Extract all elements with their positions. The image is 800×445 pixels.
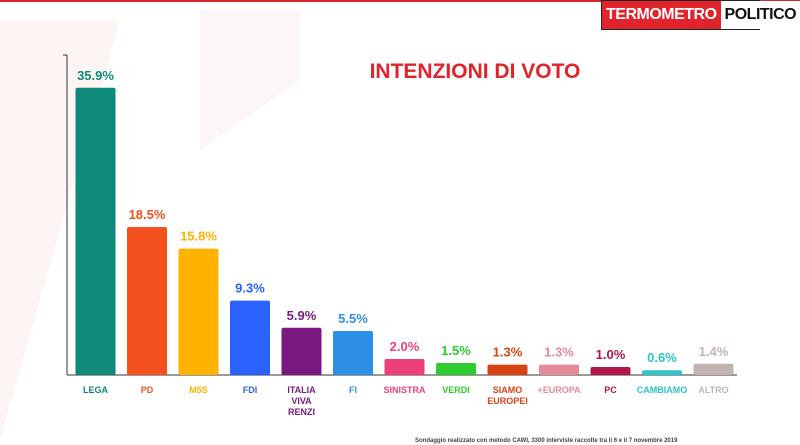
chart-title: INTENZIONI DI VOTO bbox=[369, 60, 581, 83]
category-label-m5s: M5S bbox=[189, 385, 208, 395]
bar-europa bbox=[539, 364, 579, 375]
category-label-pc: PC bbox=[604, 385, 617, 395]
value-label-sinistra: 2.0% bbox=[390, 339, 420, 354]
value-label-italia-viva-renzi: 5.9% bbox=[287, 308, 317, 323]
value-label-altro: 1.4% bbox=[699, 344, 729, 359]
survey-footnote: Sondaggio realizzato con metodo CAWI, 33… bbox=[415, 438, 678, 444]
category-label-sinistra: SINISTRA bbox=[383, 385, 426, 395]
bar-cambiamo bbox=[642, 370, 682, 375]
bar-fdi bbox=[230, 300, 270, 375]
bar-lega bbox=[75, 87, 116, 376]
bar-siamo-europei bbox=[487, 364, 528, 375]
bar-m5s bbox=[178, 248, 219, 375]
brand-logo: TERMOMETRO POLITICO bbox=[601, 0, 800, 30]
value-label-fi: 5.5% bbox=[338, 311, 368, 326]
category-label-europa: +EUROPA bbox=[537, 385, 581, 395]
category-label-lega: LEGA bbox=[83, 385, 109, 395]
category-label-siamo-europei: SIAMO bbox=[493, 385, 523, 395]
category-label-italia-viva-renzi: RENZI bbox=[288, 407, 315, 417]
value-label-fdi: 9.3% bbox=[235, 281, 265, 296]
category-label-altro: ALTRO bbox=[698, 385, 728, 395]
bar-pc bbox=[590, 367, 631, 375]
category-label-italia-viva-renzi: ITALIA bbox=[287, 385, 316, 395]
category-label-siamo-europei: EUROPEI bbox=[487, 396, 528, 406]
category-label-italia-viva-renzi: VIVA bbox=[291, 396, 312, 406]
top-accent-bar bbox=[0, 0, 800, 2]
bar-sinistra bbox=[384, 359, 425, 375]
category-label-pd: PD bbox=[141, 385, 154, 395]
category-label-cambiamo: CAMBIAMO bbox=[637, 385, 688, 395]
logo-part-politico: POLITICO bbox=[720, 1, 800, 29]
value-label-m5s: 15.8% bbox=[180, 229, 217, 244]
bar-fi bbox=[333, 331, 373, 375]
bar-italia-viva-renzi bbox=[281, 327, 322, 375]
value-label-siamo-europei: 1.3% bbox=[493, 345, 523, 360]
value-label-pc: 1.0% bbox=[596, 347, 626, 362]
value-label-pd: 18.5% bbox=[129, 207, 166, 222]
category-label-fdi: FDI bbox=[243, 385, 258, 395]
category-label-fi: FI bbox=[349, 385, 357, 395]
value-label-verdi: 1.5% bbox=[441, 343, 471, 358]
bar-verdi bbox=[436, 363, 476, 375]
category-label-verdi: VERDI bbox=[442, 385, 470, 395]
bar-pd bbox=[127, 227, 167, 375]
logo-part-termometro: TERMOMETRO bbox=[602, 1, 721, 29]
value-label-europa: 1.3% bbox=[544, 345, 574, 360]
value-label-cambiamo: 0.6% bbox=[647, 350, 677, 365]
bar-altro bbox=[693, 363, 734, 375]
value-label-lega: 35.9% bbox=[77, 68, 114, 83]
